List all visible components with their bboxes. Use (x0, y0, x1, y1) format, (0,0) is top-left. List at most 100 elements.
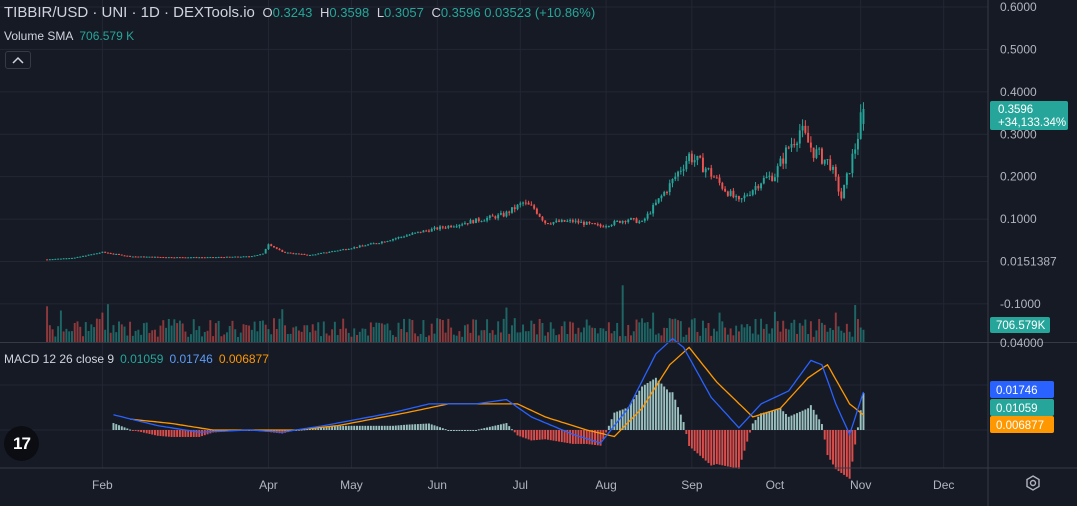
volume-bar (602, 328, 605, 342)
tradingview-logo[interactable]: 17 (4, 426, 39, 461)
macd-hist-bar (685, 430, 688, 435)
candle-body (439, 226, 442, 230)
macd-hist-bar (181, 430, 184, 437)
macd-hist-bar (167, 430, 170, 437)
candle-body (516, 204, 519, 210)
candle-body (641, 220, 644, 222)
volume-bar (367, 335, 370, 342)
macd-hist-bar (499, 424, 502, 430)
candle-body (331, 251, 334, 253)
macd-hist-bar (610, 419, 613, 430)
volume-bar (452, 334, 455, 342)
volume-bar (826, 331, 829, 342)
volume-bar (560, 326, 563, 342)
candle-body (527, 202, 530, 205)
volume-bar (109, 332, 112, 342)
macd-hist-bar (585, 430, 588, 444)
volume-bar (447, 318, 450, 342)
candle-body (173, 257, 176, 259)
candle-body (259, 254, 262, 256)
price-tick-label: 0.3000 (1000, 127, 1037, 141)
macd-hist-bar (605, 430, 608, 433)
volume-bar (552, 328, 555, 342)
volume-bar (303, 325, 306, 342)
candle-body (375, 243, 378, 245)
volume-bar (710, 335, 713, 342)
macd-hist-bar (475, 430, 477, 431)
volume-bar (563, 321, 566, 342)
volume-bar (433, 333, 436, 342)
volume-bar (142, 323, 145, 342)
candle-body (209, 257, 212, 259)
candle-body (699, 155, 702, 158)
candle-body (768, 175, 771, 177)
volume-bar (519, 332, 522, 342)
macd-legend[interactable]: MACD 12 26 close 9 0.01059 0.01746 0.006877 (4, 352, 269, 366)
volume-bar (715, 331, 718, 342)
candle-body (480, 221, 483, 223)
candle-body (461, 224, 464, 226)
candle-body (475, 218, 477, 224)
candle-body (98, 252, 101, 254)
close-value: 0.3596 (440, 5, 481, 20)
macd-hist-bar (649, 381, 652, 430)
candle-body (267, 244, 270, 250)
volume-bar (184, 331, 187, 342)
volume-bar (497, 321, 500, 342)
macd-hist-bar (154, 430, 156, 436)
volume-bar (610, 333, 613, 342)
macd-hist-bar (342, 425, 345, 430)
candle-body (455, 226, 458, 228)
candle-body (306, 254, 309, 256)
open-label: O (262, 5, 273, 20)
volume-bar (624, 336, 627, 342)
macd-hist-bar (126, 428, 129, 430)
candle-body (278, 248, 281, 251)
candle-body (378, 243, 381, 245)
candle-body (627, 219, 630, 222)
open-value: 0.3243 (272, 5, 313, 20)
candle-body (624, 220, 627, 222)
volume-bar (101, 312, 104, 342)
volume-bar (212, 336, 215, 342)
candle-body (502, 213, 505, 217)
gear-icon[interactable] (1024, 475, 1042, 493)
macd-hist-bar (832, 430, 834, 465)
macd-hist-bar (129, 429, 132, 431)
volume-bar (115, 332, 118, 342)
macd-hist-bar (851, 430, 854, 462)
volume-bar (206, 330, 209, 342)
volume-bar (480, 330, 483, 342)
volume-bar (397, 322, 400, 342)
volume-legend[interactable]: Volume SMA 706.579 K (4, 29, 134, 43)
candle-body (430, 228, 433, 232)
volume-bar (148, 332, 151, 342)
candle-body (710, 168, 713, 177)
volume-bar (154, 329, 156, 342)
volume-bar (118, 321, 120, 342)
candle-body (165, 257, 168, 259)
volume-bar (104, 329, 107, 342)
volume-bar (79, 326, 82, 342)
candle-body (273, 246, 275, 248)
volume-bar (137, 329, 140, 342)
macd-hist-bar (751, 423, 754, 430)
last-change-label: +34,133.34% (998, 117, 1066, 129)
candle-body (82, 255, 84, 257)
volume-bar (461, 336, 464, 342)
macd-hist-bar (552, 430, 555, 441)
volume-bar (511, 325, 513, 342)
macd-hist-bar (375, 425, 378, 430)
volume-bar (782, 320, 785, 342)
volume-bar (701, 320, 704, 342)
candle-body (101, 251, 104, 253)
candle-body (361, 245, 364, 247)
candle-body (317, 253, 320, 255)
collapse-legend-button[interactable] (5, 51, 31, 69)
candle-body (76, 256, 79, 258)
volume-bar (289, 333, 292, 342)
candle-body (688, 153, 691, 162)
candle-body (773, 177, 776, 182)
macd-hist-bar (170, 430, 173, 437)
